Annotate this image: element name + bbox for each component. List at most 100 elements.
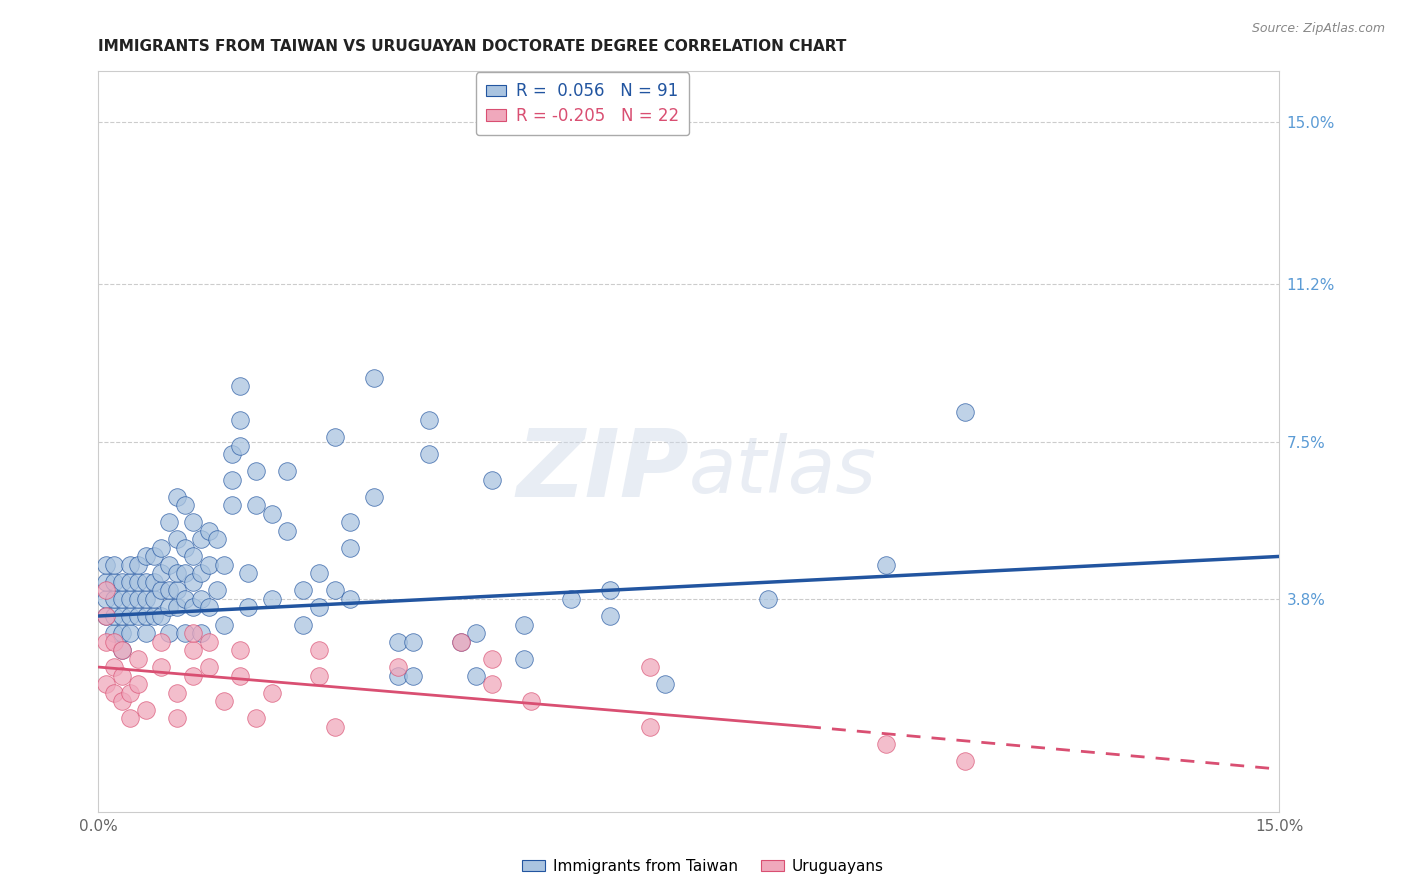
Point — [260, 591, 283, 606]
Point — [96, 609, 118, 624]
Point — [103, 609, 125, 624]
Point — [174, 566, 197, 581]
Point — [135, 549, 157, 564]
Point — [111, 626, 134, 640]
Point — [174, 499, 197, 513]
Legend: R =  0.056   N = 91, R = -0.205   N = 22: R = 0.056 N = 91, R = -0.205 N = 22 — [477, 72, 689, 135]
Point — [638, 720, 661, 734]
Point — [229, 668, 252, 682]
Point — [96, 574, 118, 589]
Point — [157, 558, 180, 572]
Point — [150, 634, 173, 648]
Point — [127, 609, 149, 624]
Point — [181, 516, 204, 530]
Point — [308, 668, 330, 682]
Point — [190, 626, 212, 640]
Point — [387, 668, 409, 682]
Point — [756, 591, 779, 606]
Point — [135, 626, 157, 640]
Point — [654, 677, 676, 691]
Point — [465, 668, 488, 682]
Point — [339, 516, 361, 530]
Point — [450, 634, 472, 648]
Point — [111, 609, 134, 624]
Point — [118, 685, 141, 699]
Point — [875, 558, 897, 572]
Point — [118, 591, 141, 606]
Point — [135, 574, 157, 589]
Point — [481, 651, 503, 665]
Point — [118, 626, 141, 640]
Point — [127, 651, 149, 665]
Point — [292, 617, 315, 632]
Point — [111, 694, 134, 708]
Point — [135, 703, 157, 717]
Point — [260, 685, 283, 699]
Point — [205, 583, 228, 598]
Point — [150, 660, 173, 674]
Point — [127, 677, 149, 691]
Point — [245, 711, 267, 725]
Point — [111, 591, 134, 606]
Point — [197, 660, 219, 674]
Point — [638, 660, 661, 674]
Point — [127, 591, 149, 606]
Point — [103, 685, 125, 699]
Point — [205, 533, 228, 547]
Point — [142, 549, 165, 564]
Point — [118, 609, 141, 624]
Point — [323, 583, 346, 598]
Point — [276, 464, 298, 478]
Point — [292, 583, 315, 598]
Point — [221, 499, 243, 513]
Point — [276, 524, 298, 538]
Point — [363, 370, 385, 384]
Point — [450, 634, 472, 648]
Point — [135, 609, 157, 624]
Point — [111, 574, 134, 589]
Point — [157, 583, 180, 598]
Point — [166, 566, 188, 581]
Point — [150, 583, 173, 598]
Point — [181, 668, 204, 682]
Point — [142, 609, 165, 624]
Point — [150, 609, 173, 624]
Point — [166, 711, 188, 725]
Text: atlas: atlas — [689, 434, 877, 509]
Point — [96, 583, 118, 598]
Point — [166, 583, 188, 598]
Point — [103, 626, 125, 640]
Point — [599, 583, 621, 598]
Point — [245, 464, 267, 478]
Point — [214, 617, 236, 632]
Point — [181, 574, 204, 589]
Point — [481, 677, 503, 691]
Point — [236, 600, 259, 615]
Point — [214, 694, 236, 708]
Point — [599, 609, 621, 624]
Text: IMMIGRANTS FROM TAIWAN VS URUGUAYAN DOCTORATE DEGREE CORRELATION CHART: IMMIGRANTS FROM TAIWAN VS URUGUAYAN DOCT… — [98, 38, 846, 54]
Point — [96, 677, 118, 691]
Point — [229, 413, 252, 427]
Legend: Immigrants from Taiwan, Uruguayans: Immigrants from Taiwan, Uruguayans — [516, 853, 890, 880]
Point — [221, 473, 243, 487]
Point — [560, 591, 582, 606]
Point — [197, 600, 219, 615]
Point — [127, 574, 149, 589]
Point — [953, 754, 976, 768]
Point — [181, 626, 204, 640]
Point — [197, 558, 219, 572]
Point — [512, 651, 534, 665]
Point — [166, 600, 188, 615]
Point — [111, 643, 134, 657]
Point — [481, 473, 503, 487]
Point — [197, 524, 219, 538]
Point — [96, 634, 118, 648]
Point — [96, 591, 118, 606]
Point — [118, 574, 141, 589]
Point — [118, 558, 141, 572]
Point — [418, 413, 440, 427]
Point — [127, 558, 149, 572]
Point — [166, 533, 188, 547]
Point — [190, 591, 212, 606]
